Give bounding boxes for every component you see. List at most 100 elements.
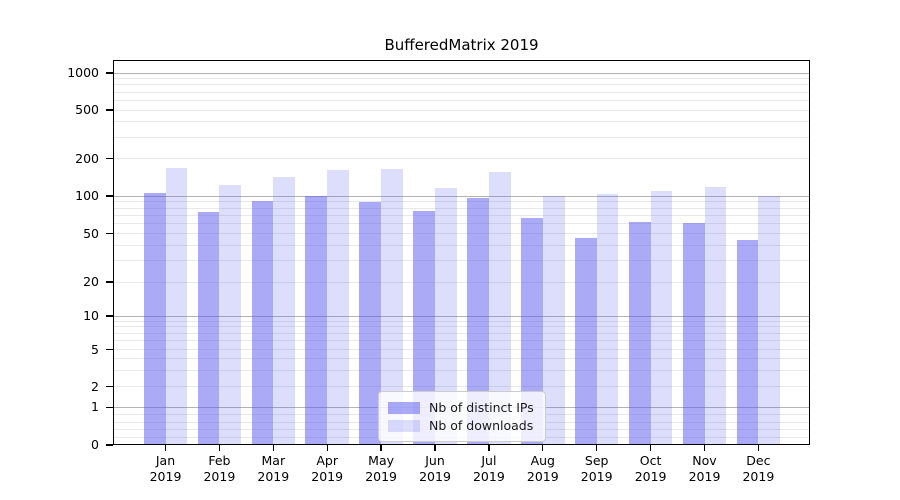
x-tick-label-feb: Feb 2019	[203, 453, 236, 484]
gridline-6	[113, 340, 810, 342]
gridline-40	[113, 244, 810, 246]
plot-area: Nb of distinct IPs Nb of downloads	[113, 60, 810, 445]
legend-label-downloads: Nb of downloads	[429, 418, 534, 433]
gridline-2	[113, 386, 810, 387]
bar-distinct-ips-may	[359, 201, 382, 445]
y-tick-label-500: 500	[75, 102, 99, 117]
x-tick-mark-dec	[757, 445, 760, 451]
bar-downloads-jan	[165, 168, 188, 445]
x-tick-mark-jul	[488, 445, 490, 451]
bar-distinct-ips-nov	[682, 222, 705, 445]
gridline-1000	[113, 72, 810, 74]
gridline-70	[113, 214, 810, 216]
y-tick-mark-2	[106, 385, 113, 388]
bar-downloads-jul	[488, 171, 511, 445]
legend-label-distinct-ips: Nb of distinct IPs	[429, 400, 534, 415]
bar-downloads-nov	[704, 186, 727, 445]
legend: Nb of distinct IPs Nb of downloads	[378, 391, 546, 442]
gridline-7	[113, 332, 810, 334]
bar-distinct-ips-oct	[628, 221, 651, 445]
x-tick-label-apr: Apr 2019	[311, 453, 344, 484]
x-tick-label-nov: Nov 2019	[688, 453, 721, 484]
y-tick-label-1: 1	[91, 399, 99, 415]
x-tick-label-sep: Sep 2019	[580, 453, 613, 484]
x-tick-label-jul: Jul 2019	[472, 453, 505, 484]
bar-downloads-may	[381, 168, 403, 445]
bar-downloads-oct	[650, 190, 673, 445]
x-tick-mark-jan	[164, 445, 167, 451]
y-tick-mark-500	[106, 109, 113, 111]
gridline-90	[113, 201, 810, 203]
gridline-800	[113, 84, 810, 86]
y-tick-mark-20	[106, 281, 113, 283]
bar-distinct-ips-sep	[574, 237, 597, 445]
y-tick-mark-1	[106, 406, 113, 408]
bar-downloads-sep	[596, 194, 619, 445]
chart-title: BufferedMatrix 2019	[384, 36, 539, 54]
y-tick-label-2: 2	[91, 378, 99, 394]
bar-distinct-ips-feb	[197, 212, 220, 445]
gridline-300	[113, 136, 810, 138]
bar-distinct-ips-jul	[467, 197, 489, 445]
legend-swatch-distinct-ips	[388, 401, 420, 414]
x-tick-mark-aug	[542, 445, 544, 451]
x-tick-mark-mar	[272, 445, 274, 451]
gridline-100	[113, 195, 810, 197]
bar-downloads-mar	[273, 176, 296, 445]
bar-distinct-ips-jun	[413, 210, 435, 445]
bar-downloads-jun	[435, 188, 457, 445]
gridline-5	[113, 349, 810, 350]
y-tick-label-100: 100	[75, 188, 99, 203]
gridline-4	[113, 358, 810, 360]
y-tick-label-1000: 1000	[67, 65, 99, 80]
x-tick-label-jan: Jan 2019	[149, 453, 182, 484]
bar-downloads-dec	[758, 196, 781, 445]
gridline-700	[113, 91, 810, 93]
x-tick-mark-sep	[596, 445, 598, 451]
legend-item-downloads: Nb of downloads	[388, 417, 536, 434]
legend-item-distinct-ips: Nb of distinct IPs	[388, 399, 536, 416]
x-tick-label-may: May 2019	[365, 453, 397, 484]
y-tick-label-50: 50	[83, 225, 99, 241]
x-tick-label-dec: Dec 2019	[742, 453, 775, 484]
gridline-200	[113, 158, 810, 159]
gridline-600	[113, 99, 810, 101]
y-tick-label-200: 200	[75, 150, 99, 166]
gridline-30	[113, 260, 810, 262]
gridline-500	[113, 109, 810, 111]
x-tick-mark-jun	[434, 445, 436, 451]
x-tick-label-aug: Aug 2019	[526, 453, 559, 484]
y-tick-label-5: 5	[91, 341, 99, 357]
bar-downloads-aug	[542, 196, 565, 445]
legend-swatch-downloads	[388, 419, 420, 432]
y-tick-mark-0	[106, 444, 113, 446]
x-tick-label-jun: Jun 2019	[419, 453, 451, 484]
x-tick-mark-nov	[703, 445, 706, 451]
y-tick-label-10: 10	[83, 308, 99, 323]
gridline-3	[113, 369, 810, 371]
y-tick-label-20: 20	[83, 274, 99, 289]
y-tick-mark-50	[106, 232, 113, 235]
y-axis: 0 1 2 5 10 20 50 100 200 500 1000	[0, 60, 113, 452]
y-tick-mark-200	[106, 157, 113, 160]
x-axis: Jan 2019 Feb 2019 Mar 2019 Apr 2019 May 2019 Jun 20…	[113, 445, 810, 497]
x-tick-mark-apr	[326, 445, 328, 451]
y-tick-mark-1000	[106, 72, 113, 74]
gridline-9	[113, 320, 810, 322]
bar-downloads-apr	[327, 169, 349, 445]
gridline-50	[113, 233, 810, 234]
y-tick-label-0: 0	[91, 437, 99, 452]
bar-distinct-ips-apr	[305, 196, 328, 445]
bar-distinct-ips-jan	[143, 193, 166, 445]
gridline-20	[113, 281, 810, 283]
x-tick-mark-may	[380, 445, 382, 451]
bar-distinct-ips-dec	[736, 240, 759, 445]
y-tick-mark-10	[106, 315, 113, 317]
gridline-900	[113, 78, 810, 80]
x-tick-mark-oct	[649, 445, 652, 451]
bar-downloads-feb	[219, 184, 242, 445]
gridline-400	[113, 121, 810, 123]
bar-distinct-ips-aug	[521, 218, 543, 445]
bar-distinct-ips-mar	[251, 200, 274, 445]
